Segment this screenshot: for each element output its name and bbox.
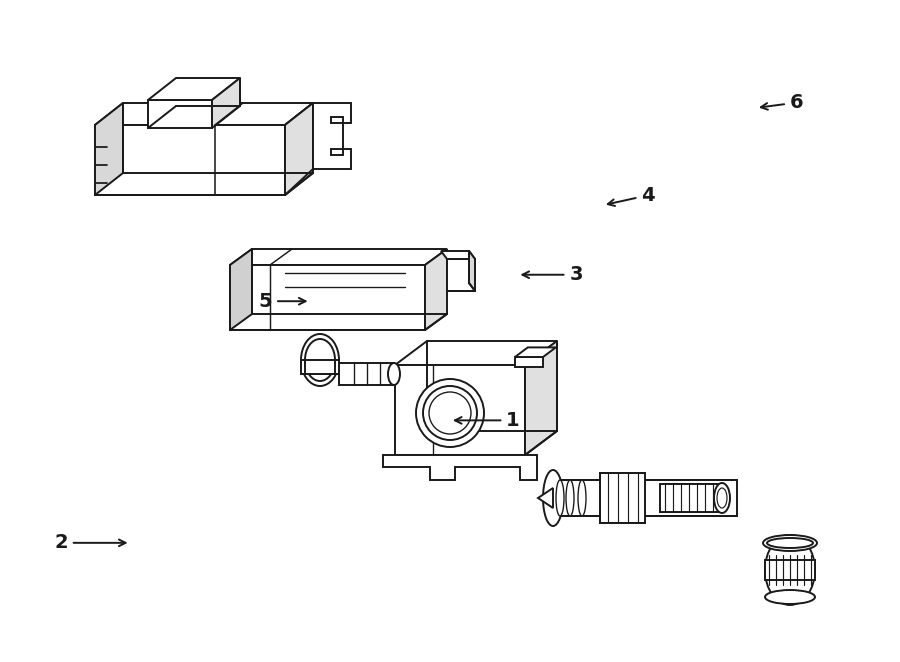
Ellipse shape	[578, 480, 586, 516]
Text: 1: 1	[455, 411, 520, 430]
Polygon shape	[148, 100, 212, 128]
Polygon shape	[95, 103, 123, 195]
Polygon shape	[447, 259, 475, 291]
Polygon shape	[230, 249, 252, 330]
Polygon shape	[395, 341, 557, 365]
Ellipse shape	[388, 363, 400, 385]
Polygon shape	[95, 125, 285, 195]
Text: 2: 2	[54, 534, 125, 552]
Polygon shape	[441, 251, 475, 259]
Polygon shape	[515, 348, 556, 357]
Polygon shape	[395, 365, 525, 455]
Text: 3: 3	[523, 265, 583, 284]
Ellipse shape	[765, 590, 815, 604]
Ellipse shape	[765, 535, 815, 605]
Polygon shape	[230, 249, 447, 265]
Polygon shape	[95, 103, 313, 125]
Ellipse shape	[423, 386, 477, 440]
Ellipse shape	[416, 379, 484, 447]
Ellipse shape	[767, 538, 813, 548]
Polygon shape	[425, 249, 447, 330]
Polygon shape	[600, 473, 645, 523]
Polygon shape	[538, 488, 553, 508]
Ellipse shape	[717, 488, 727, 508]
Polygon shape	[525, 341, 557, 455]
Polygon shape	[285, 103, 313, 195]
Ellipse shape	[429, 392, 471, 434]
Ellipse shape	[543, 470, 563, 526]
Ellipse shape	[301, 334, 339, 386]
Polygon shape	[212, 78, 240, 128]
Text: 6: 6	[760, 93, 804, 112]
Polygon shape	[469, 251, 475, 291]
Polygon shape	[285, 103, 313, 195]
Polygon shape	[383, 455, 537, 480]
Polygon shape	[553, 480, 737, 516]
Polygon shape	[305, 360, 335, 374]
Ellipse shape	[566, 480, 574, 516]
Polygon shape	[313, 103, 351, 169]
Polygon shape	[660, 484, 722, 512]
Ellipse shape	[556, 480, 564, 516]
Polygon shape	[230, 265, 425, 330]
Polygon shape	[339, 363, 394, 385]
Polygon shape	[765, 560, 815, 580]
Ellipse shape	[763, 535, 817, 551]
Text: 4: 4	[608, 186, 655, 206]
Polygon shape	[148, 78, 240, 100]
Polygon shape	[301, 360, 339, 374]
Polygon shape	[515, 357, 543, 367]
Text: 5: 5	[258, 292, 305, 310]
Ellipse shape	[305, 339, 335, 381]
Ellipse shape	[714, 483, 730, 513]
